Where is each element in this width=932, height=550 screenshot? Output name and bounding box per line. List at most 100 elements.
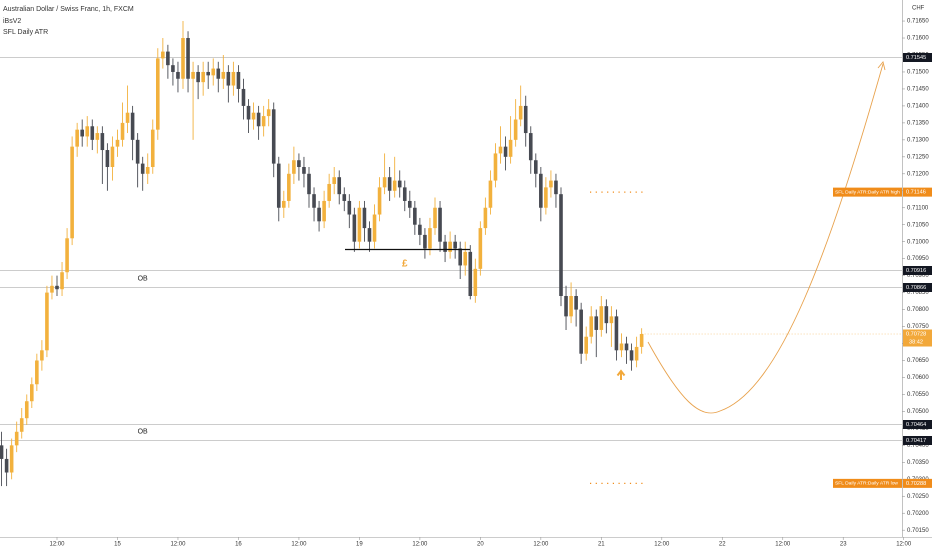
y-tick-label: 0.70750 <box>907 324 929 330</box>
level-label-box <box>903 266 932 275</box>
level-label: 0.70866 <box>906 285 926 291</box>
candle-body <box>544 187 548 208</box>
candle-body <box>30 384 34 402</box>
candle-body <box>362 207 367 229</box>
candle-body <box>448 241 452 252</box>
candle-body <box>287 173 291 201</box>
y-tick-label: 0.71450 <box>907 87 929 93</box>
candle-body <box>493 153 498 181</box>
atr-price-box <box>903 478 932 488</box>
candle-body <box>206 71 211 76</box>
candle-body <box>90 126 95 140</box>
candle-body <box>478 228 483 269</box>
y-tick-label: 0.71250 <box>907 154 929 160</box>
y-tick-label: 0.71350 <box>907 120 929 126</box>
candle-body <box>110 146 115 168</box>
candle-body <box>302 167 306 174</box>
y-tick-label: 0.70900 <box>907 273 929 279</box>
candle-body <box>115 139 120 147</box>
indicator-name: SFL Daily ATR <box>3 29 48 36</box>
candle-body <box>181 38 185 79</box>
candle-body <box>528 133 533 161</box>
candle-body <box>211 68 216 76</box>
candle-body <box>433 207 437 229</box>
candle-body <box>418 224 422 235</box>
candle-body <box>261 116 266 127</box>
candle-body <box>609 316 614 324</box>
level-label: 0.70417 <box>906 438 926 444</box>
candle-body <box>337 177 342 195</box>
level-label: 0.71545 <box>906 55 926 61</box>
candle-body <box>458 248 462 266</box>
atr-name: SFL Daily ATR:Daily ATR high <box>835 189 900 195</box>
candle-body <box>503 146 508 157</box>
candle-body <box>639 334 644 347</box>
candle-body <box>498 146 503 154</box>
x-tick-label: 21 <box>598 542 605 548</box>
candle-body <box>413 207 417 225</box>
candle-body <box>549 180 553 188</box>
candle-body <box>251 112 256 120</box>
candle-body <box>352 214 357 242</box>
x-tick-label: 12:00 <box>170 542 186 548</box>
candle-body <box>186 38 190 79</box>
candle-body <box>19 418 24 432</box>
candle-body <box>539 173 543 208</box>
atr-name: SFL Daily ATR:Daily ATR low <box>835 481 898 487</box>
x-tick-label: 12:00 <box>654 542 670 548</box>
x-tick-label: 12:00 <box>291 542 307 548</box>
y-tick-label: 0.71500 <box>907 70 929 76</box>
candle-body <box>231 71 236 86</box>
candle-body <box>483 207 488 229</box>
x-tick-label: 12:00 <box>49 542 65 548</box>
y-tick-label: 0.70650 <box>907 358 929 364</box>
candle-body <box>473 268 478 296</box>
candle-body <box>236 71 241 89</box>
candle-body <box>292 160 296 174</box>
x-tick-label: 12:00 <box>896 542 912 548</box>
candle-body <box>559 194 563 296</box>
candle-body <box>196 71 200 83</box>
candle-body <box>377 187 382 215</box>
candle-body <box>317 207 321 222</box>
candle-body <box>0 445 4 459</box>
indicator-name: iBsV2 <box>3 18 21 25</box>
candle-body <box>9 445 14 473</box>
candle-body <box>120 122 125 140</box>
candle-body <box>135 139 140 164</box>
candle-body <box>564 295 568 317</box>
candle-body <box>276 163 281 208</box>
candle-body <box>423 234 427 249</box>
candle-body <box>75 129 79 147</box>
y-tick-label: 0.70850 <box>907 290 929 296</box>
candle-body <box>266 109 271 117</box>
candle-body <box>594 316 599 330</box>
candle-body <box>45 292 49 351</box>
candle-body <box>523 105 528 134</box>
candle-body <box>95 133 100 140</box>
candle-body <box>24 401 29 419</box>
candle-body <box>226 71 231 86</box>
candle-body <box>65 238 69 273</box>
y-tick-label: 0.71400 <box>907 103 929 109</box>
candle-body <box>201 71 205 83</box>
y-tick-label: 0.71200 <box>907 171 929 177</box>
x-tick-label: 19 <box>356 542 363 548</box>
level-label-box <box>903 436 932 445</box>
countdown: 38:42 <box>909 339 923 345</box>
candle-body <box>191 71 195 79</box>
candle-body <box>85 126 90 137</box>
y-tick-label: 0.70950 <box>907 256 929 262</box>
y-tick-label: 0.71000 <box>907 239 929 245</box>
x-tick-label: 12:00 <box>533 542 549 548</box>
candle-body <box>281 200 286 208</box>
candle-body <box>508 139 513 157</box>
candle-body <box>634 346 639 361</box>
x-tick-label: 12:00 <box>775 542 791 548</box>
x-tick-label: 16 <box>235 542 242 548</box>
candle-body <box>35 360 39 385</box>
candle-body <box>357 207 362 242</box>
candle-body <box>468 251 473 296</box>
candle-body <box>312 194 316 208</box>
candle-body <box>629 350 634 361</box>
